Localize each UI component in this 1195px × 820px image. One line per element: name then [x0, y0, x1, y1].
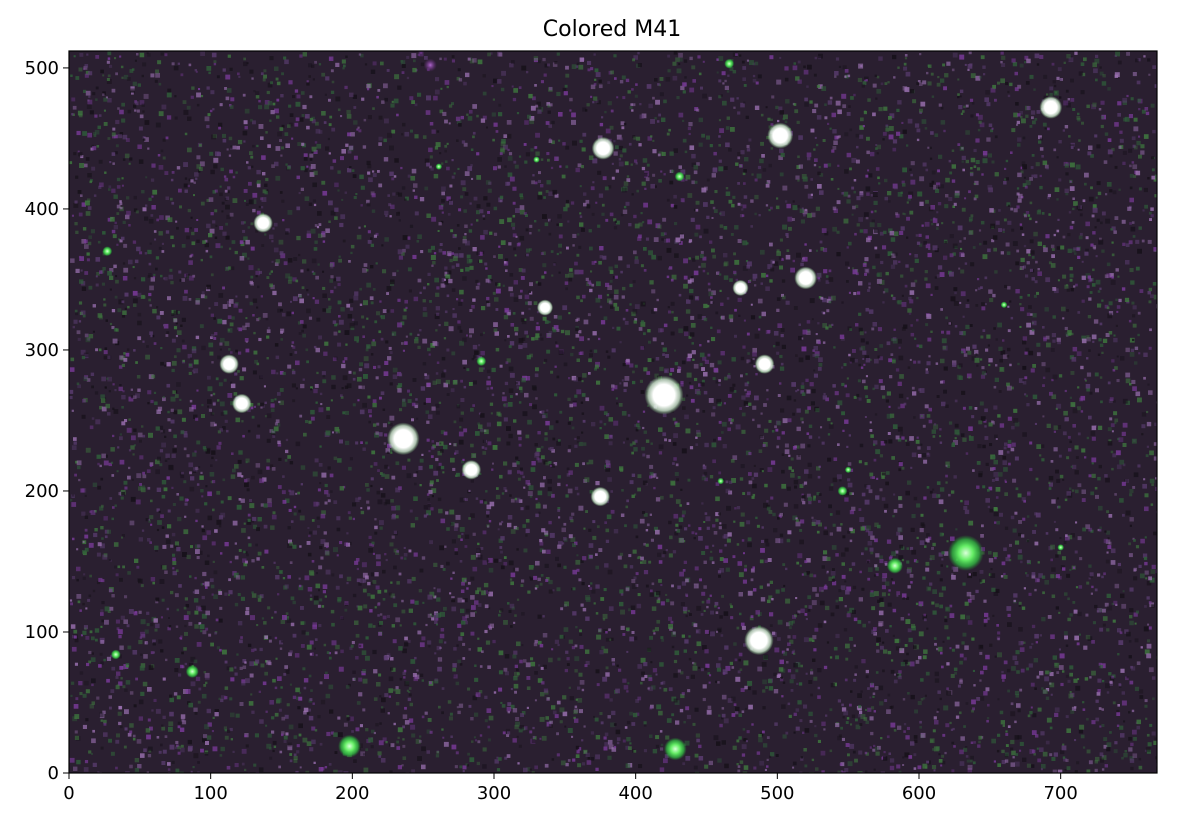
star-24 [110, 649, 121, 660]
star-4 [744, 625, 774, 656]
star-9 [754, 354, 775, 374]
x-tick-label-1: 100 [193, 783, 227, 804]
y-tick-label-2: 200 [25, 481, 59, 502]
star-6 [767, 122, 794, 149]
star-14 [732, 279, 749, 296]
star-10 [219, 354, 239, 374]
y-tick-label-3: 300 [25, 340, 59, 361]
star-27 [435, 163, 443, 170]
chart-title: Colored M41 [543, 17, 681, 42]
x-tick-label-4: 400 [618, 783, 652, 804]
star-18 [663, 737, 687, 761]
star-32 [717, 477, 724, 485]
star-5 [1039, 96, 1063, 119]
y-tick-label-5: 500 [25, 58, 59, 79]
star-31 [844, 466, 852, 474]
star-26 [724, 58, 735, 69]
x-tick-label-6: 600 [902, 783, 936, 804]
star-17 [338, 734, 361, 758]
star-field [102, 58, 1064, 761]
star-12 [253, 213, 273, 233]
star-7 [591, 136, 615, 160]
x-tick-label-7: 700 [1043, 783, 1077, 804]
x-tick-label-3: 300 [477, 783, 511, 804]
x-axis: 0 100 200 300 400 500 600 700 [63, 773, 1078, 804]
star-1 [644, 375, 684, 415]
star-11 [232, 393, 252, 414]
star-2 [387, 422, 420, 456]
star-33 [423, 58, 437, 72]
star-21 [674, 171, 685, 182]
star-16 [461, 460, 482, 480]
image-area [69, 51, 1157, 773]
star-29 [1000, 301, 1008, 309]
plot-frame [68, 50, 1158, 774]
y-tick-label-1: 100 [25, 622, 59, 643]
star-8 [794, 266, 818, 290]
star-13 [536, 299, 554, 316]
star-20 [102, 246, 113, 257]
star-28 [533, 156, 540, 163]
y-tick-label-0: 0 [48, 763, 59, 784]
star-30 [1057, 544, 1064, 551]
noise-texture [69, 51, 1157, 773]
x-tick-label-0: 0 [63, 783, 74, 804]
star-3 [947, 535, 984, 571]
x-tick-label-5: 500 [760, 783, 794, 804]
y-tick-label-4: 400 [25, 199, 59, 220]
y-axis: 0 100 200 300 400 500 [25, 58, 69, 784]
star-22 [476, 356, 487, 367]
x-tick-label-2: 200 [335, 783, 369, 804]
star-23 [837, 486, 848, 496]
star-25 [185, 665, 199, 678]
star-19 [886, 557, 904, 574]
star-15 [590, 486, 611, 507]
